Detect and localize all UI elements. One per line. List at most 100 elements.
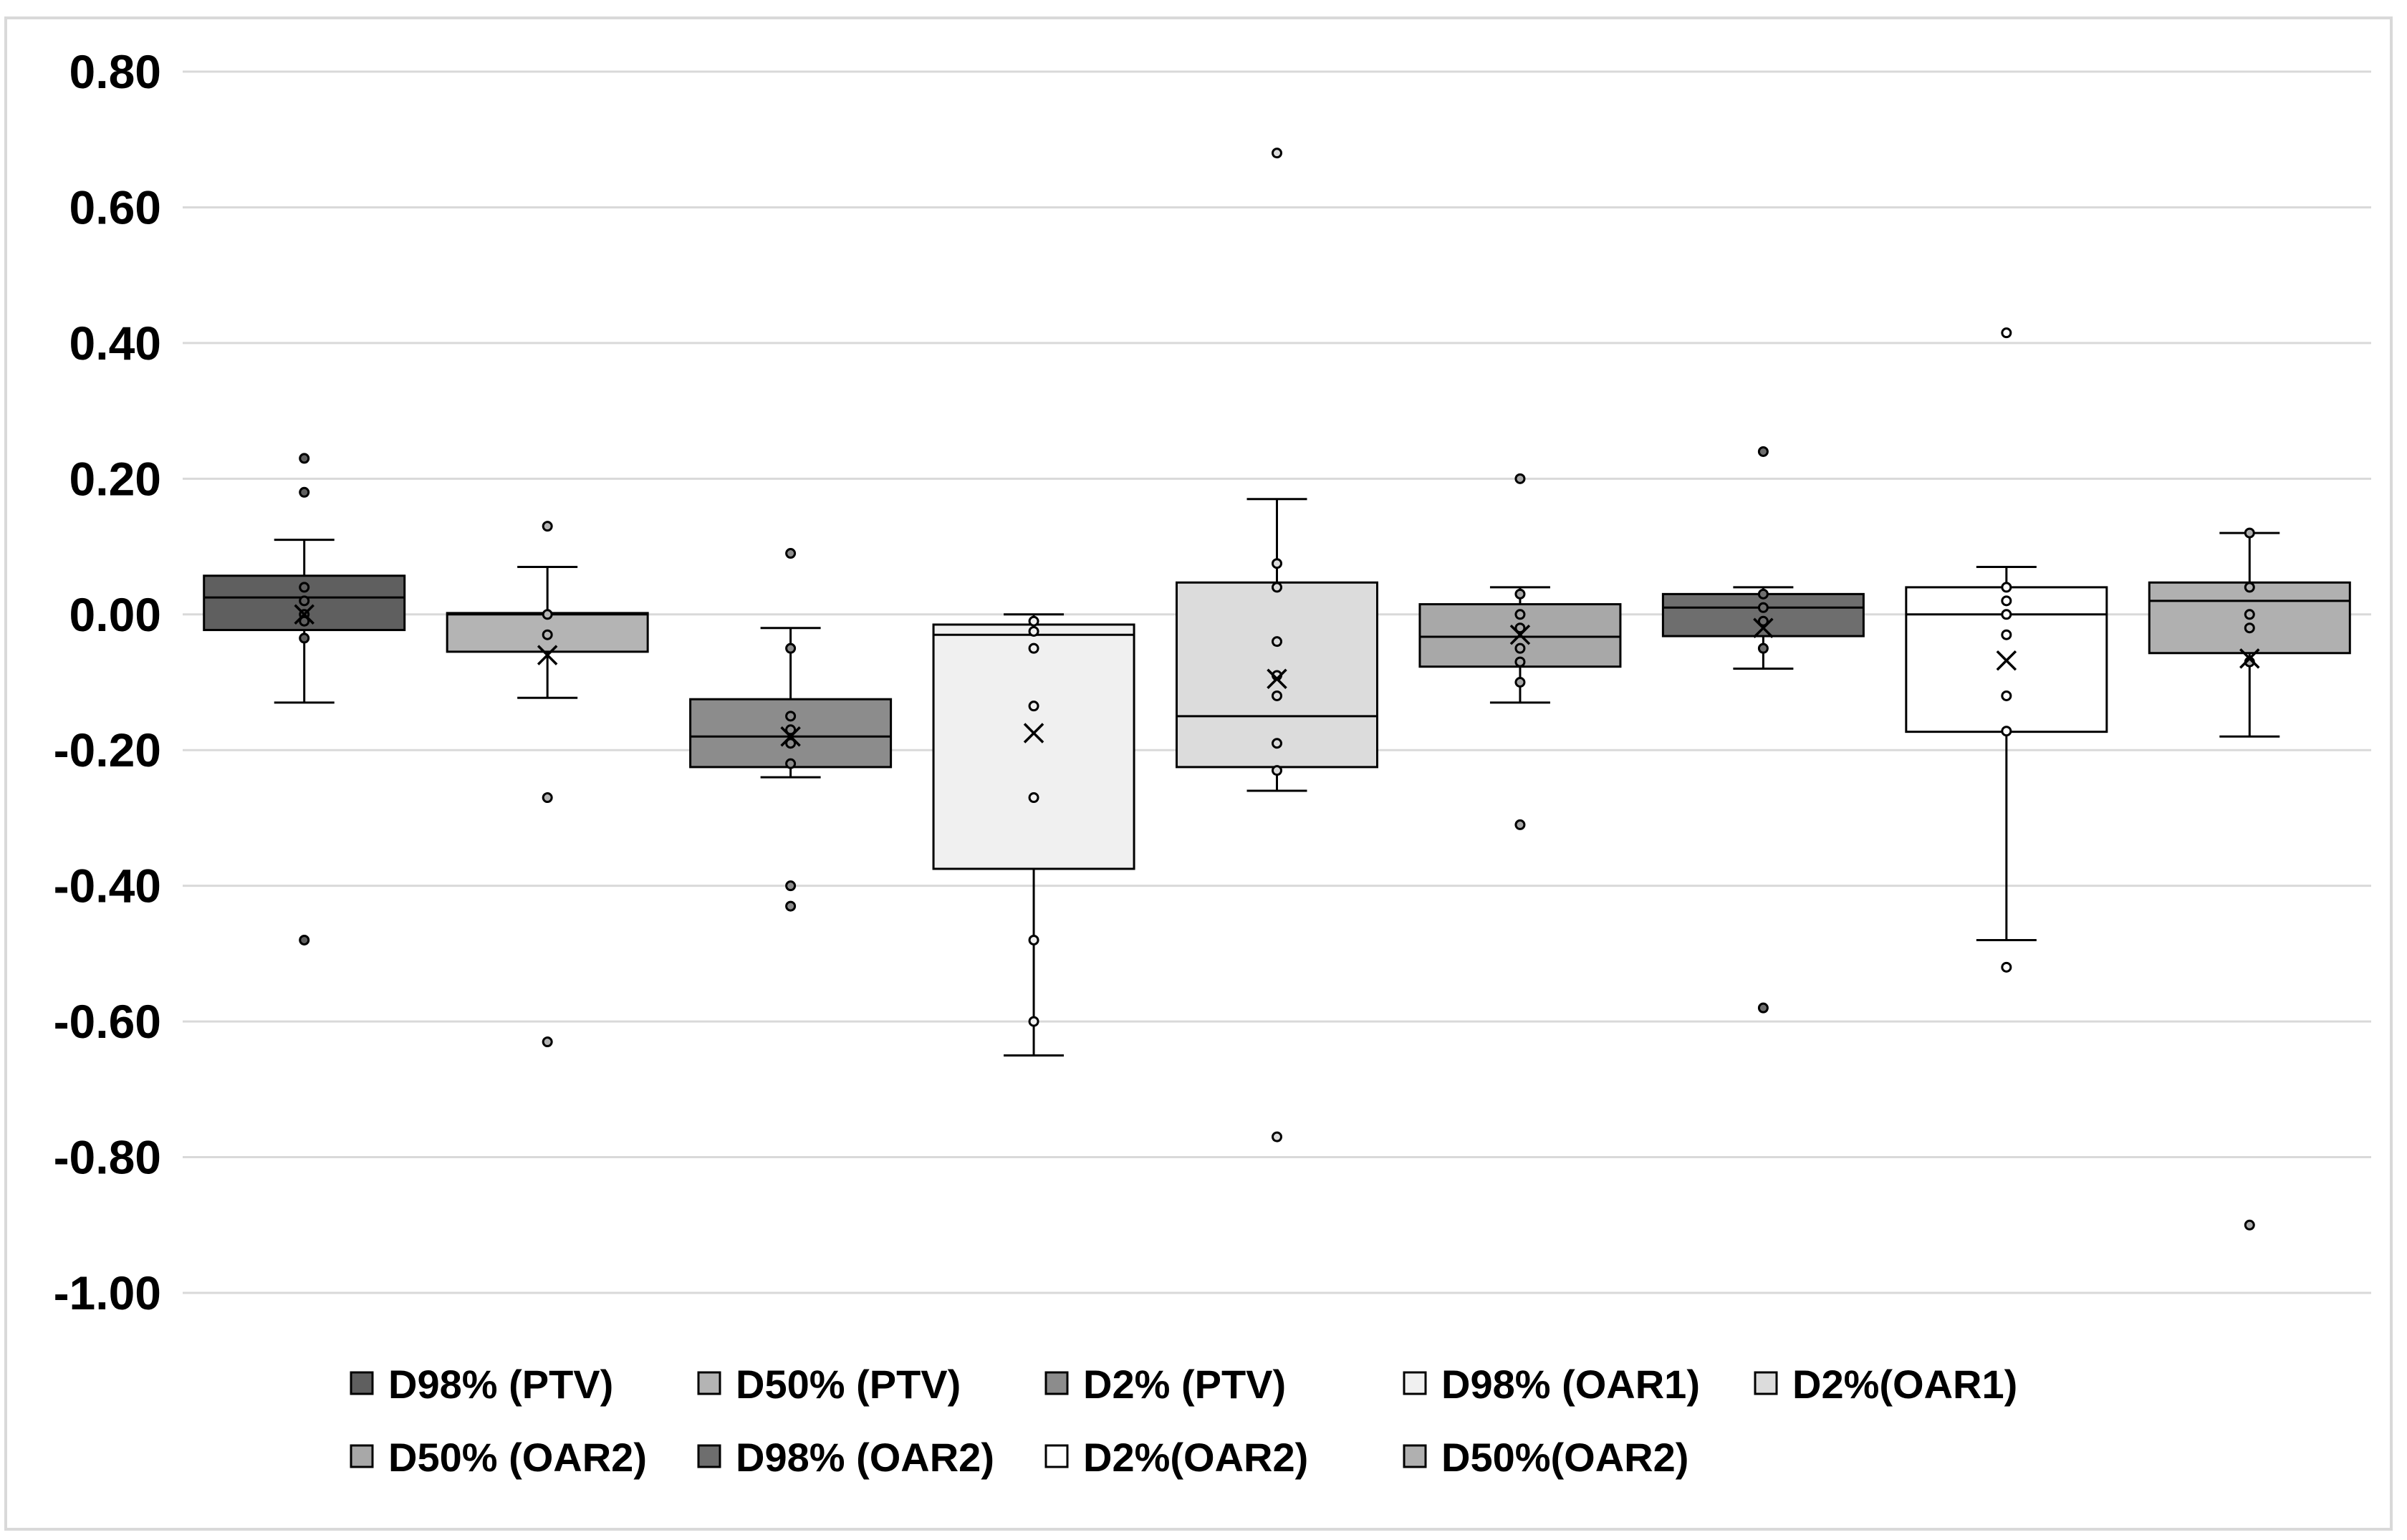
data-point — [2244, 609, 2255, 620]
legend-item: D50% (PTV) — [697, 1362, 961, 1407]
y-tick-label: 0.80 — [69, 45, 161, 98]
legend-swatch — [1754, 1371, 1778, 1395]
data-point — [2244, 622, 2255, 634]
data-point — [1272, 765, 1282, 776]
legend-item: D98% (OAR1) — [1403, 1362, 1700, 1407]
data-point — [299, 582, 310, 593]
mean-marker — [1267, 668, 1287, 690]
mean-marker-stroke — [1753, 617, 1774, 638]
box-series — [446, 521, 649, 1048]
legend-swatch — [697, 1444, 721, 1468]
legend-item: D2% (PTV) — [1044, 1362, 1286, 1407]
data-point — [785, 738, 797, 749]
legend-swatch — [697, 1371, 721, 1395]
mean-marker-stroke — [537, 645, 558, 665]
data-point — [1757, 588, 1769, 600]
data-point — [1757, 1002, 1769, 1014]
mean-marker — [1996, 650, 2017, 671]
mean-marker-stroke — [294, 604, 314, 625]
legend-label: D50% (PTV) — [736, 1362, 961, 1407]
data-point — [1514, 643, 1526, 654]
legend-label: D98% (OAR1) — [1441, 1362, 1700, 1407]
mean-marker-stroke — [1023, 723, 1044, 743]
legend-label: D98% (OAR2) — [736, 1435, 994, 1480]
mean-marker-stroke — [780, 726, 801, 747]
y-tick-label: 0.00 — [69, 588, 161, 641]
data-point — [1272, 690, 1282, 701]
legend-item: D2%(OAR1) — [1754, 1362, 2017, 1407]
data-point — [785, 758, 797, 769]
legend-label: D50% (OAR2) — [388, 1435, 647, 1480]
data-point — [2001, 327, 2012, 339]
data-point — [1028, 615, 1039, 627]
data-point — [299, 934, 310, 945]
legend-swatch — [350, 1371, 374, 1395]
data-point — [299, 486, 310, 498]
data-point — [2244, 582, 2255, 593]
data-point — [1272, 1131, 1282, 1142]
data-point — [1514, 609, 1526, 620]
y-tick-label: -0.80 — [54, 1131, 161, 1184]
legend-label: D98% (PTV) — [388, 1362, 613, 1407]
data-point — [542, 629, 553, 640]
data-point — [542, 609, 553, 620]
data-point — [1757, 446, 1769, 457]
legend-item: D98% (OAR2) — [697, 1435, 994, 1480]
data-point — [785, 880, 797, 892]
data-point — [542, 792, 553, 804]
legend-swatch — [350, 1444, 374, 1468]
data-point — [785, 711, 797, 722]
data-point — [1028, 701, 1039, 712]
data-point — [299, 453, 310, 464]
data-point — [1028, 1016, 1039, 1027]
box-series — [1176, 148, 1378, 1142]
y-tick-label: -1.00 — [54, 1266, 161, 1319]
mean-marker — [294, 604, 314, 625]
legend-label: D2% (PTV) — [1083, 1362, 1286, 1407]
y-tick-label: -0.60 — [54, 995, 161, 1048]
y-axis-tick-labels: 0.80 0.60 0.40 0.20 0.00 -0.20 -0.40 -0.60 -0.80… — [54, 45, 161, 1319]
box-series — [203, 453, 406, 945]
legend-label: D2%(OAR1) — [1792, 1362, 2017, 1407]
data-point — [1514, 622, 1526, 634]
mean-marker-stroke — [1996, 650, 2017, 671]
data-point — [785, 900, 797, 912]
mean-marker-stroke — [2239, 648, 2260, 669]
data-point — [2001, 595, 2012, 607]
box-series — [2148, 527, 2351, 1231]
box-series — [689, 548, 893, 912]
y-tick-label: 0.20 — [69, 452, 161, 505]
data-point — [2001, 961, 2012, 973]
legend-swatch — [1403, 1371, 1427, 1395]
mean-marker — [1023, 723, 1044, 743]
data-point — [299, 632, 310, 644]
data-point — [1272, 636, 1282, 648]
mean-marker — [537, 645, 558, 665]
legend-item: D2%(OAR2) — [1044, 1435, 1308, 1480]
legend-label: D50%(OAR2) — [1441, 1435, 1688, 1480]
data-point — [1757, 602, 1769, 613]
data-point — [1272, 738, 1282, 749]
y-tick-label: 0.60 — [69, 181, 161, 234]
legend-label: D2%(OAR2) — [1083, 1435, 1308, 1480]
data-point — [299, 595, 310, 607]
data-point — [299, 615, 310, 627]
data-point — [1514, 677, 1526, 688]
mean-marker — [1753, 617, 1774, 638]
data-point — [785, 724, 797, 736]
legend-swatch — [1044, 1371, 1069, 1395]
box-series — [932, 613, 1135, 1057]
data-point — [1272, 148, 1282, 159]
data-point — [2001, 629, 2012, 640]
data-point — [1514, 819, 1526, 830]
data-point — [1028, 792, 1039, 804]
mean-marker-stroke — [1267, 668, 1287, 690]
data-point — [1272, 558, 1282, 569]
data-point — [1514, 473, 1526, 484]
data-point — [1514, 656, 1526, 668]
data-point — [2001, 582, 2012, 593]
data-point — [1757, 643, 1769, 654]
data-point — [1514, 588, 1526, 600]
data-point — [1028, 625, 1039, 637]
